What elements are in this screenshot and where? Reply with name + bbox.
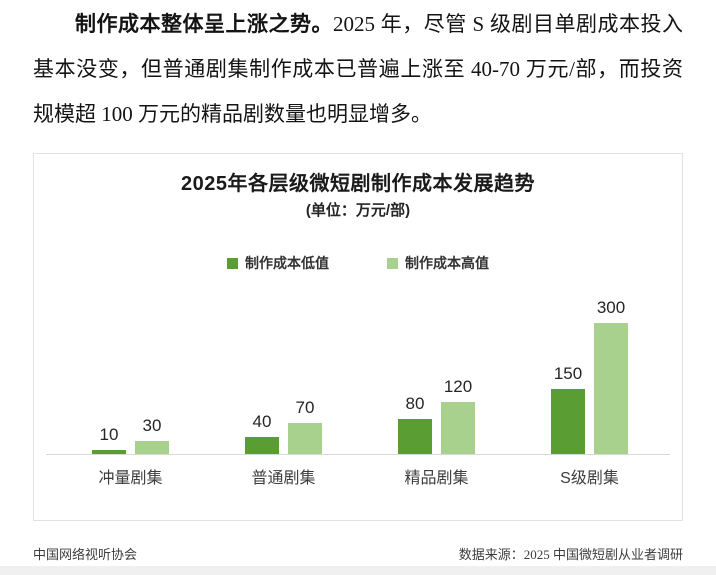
category-label: 冲量剧集 (98, 470, 163, 487)
paragraph-body-text: 2025 年，尽管 S 级剧目单剧成本投入基本没变，但普通剧集制作成本已普遍上涨… (33, 12, 683, 126)
bar-high (441, 401, 475, 454)
bar-group: 150 300 S级剧集 (551, 298, 628, 487)
x-axis-line (46, 454, 670, 455)
legend-item-low: 制作成本低值 (227, 253, 329, 273)
category-label: 普通剧集 (251, 470, 316, 487)
legend-item-high: 制作成本高值 (387, 253, 489, 273)
bar-group: 10 30 冲量剧集 (92, 416, 169, 487)
chart-legend: 制作成本低值 制作成本高值 (34, 253, 682, 273)
bar-low (551, 388, 585, 454)
bar-value-label: 40 (252, 411, 272, 431)
bar-low (245, 436, 279, 454)
bar-column-low: 10 (92, 425, 126, 454)
bar-group: 40 70 普通剧集 (245, 398, 322, 487)
chart-subtitle: (单位：万元/部) (305, 202, 411, 219)
category-label: S级剧集 (560, 470, 619, 487)
paragraph-bold-lead: 制作成本整体呈上涨之势。 (75, 12, 334, 36)
chart-title: 2025年各层级微短剧制作成本发展趋势 (181, 173, 535, 195)
bar-high (135, 440, 169, 454)
plot-area: 10 30 冲量剧集 40 70 普通剧集 80 120 精品剧集 150 300 S级剧集 (34, 154, 682, 487)
bar-pair: 10 30 (92, 416, 169, 454)
body-paragraph: 制作成本整体呈上涨之势。2025 年，尽管 S 级剧目单剧成本投入基本没变，但普… (33, 2, 683, 137)
bar-column-high: 30 (135, 416, 169, 454)
bar-low (398, 419, 432, 454)
page-footer: 中国网络视听协会 数据来源：2025 中国微短剧从业者调研 (33, 544, 683, 563)
footer-data-source: 数据来源：2025 中国微短剧从业者调研 (458, 547, 683, 562)
bar-group: 80 120 精品剧集 (398, 377, 475, 487)
bar-column-high: 70 (288, 398, 322, 454)
bar-pair: 80 120 (398, 377, 475, 454)
bar-column-low: 80 (398, 394, 432, 454)
bar-value-label: 80 (405, 394, 425, 414)
chart-card: 2025年各层级微短剧制作成本发展趋势 (单位：万元/部) 制作成本低值 制作成… (33, 153, 683, 521)
bar-pair: 150 300 (551, 298, 628, 454)
bar-value-label: 120 (443, 376, 473, 396)
bar-high (594, 323, 628, 454)
bar-value-label: 30 (142, 415, 162, 435)
bar-column-high: 120 (441, 377, 475, 454)
legend-label-high: 制作成本高值 (405, 255, 489, 271)
bar-column-high: 300 (594, 298, 628, 454)
legend-swatch-low-icon (227, 257, 238, 269)
bar-value-label: 10 (99, 424, 119, 444)
page-bottom-edge (0, 566, 716, 575)
bar-low (92, 449, 126, 454)
bar-value-label: 150 (553, 363, 583, 383)
bar-column-low: 40 (245, 411, 279, 454)
bar-value-label: 70 (295, 398, 315, 418)
category-label: 精品剧集 (404, 470, 469, 487)
legend-swatch-high-icon (387, 257, 398, 269)
bar-high (288, 423, 322, 454)
footer-organization: 中国网络视听协会 (33, 547, 138, 562)
bar-pair: 40 70 (245, 398, 322, 454)
bar-value-label: 300 (596, 298, 626, 317)
legend-label-low: 制作成本低值 (245, 255, 329, 271)
bar-column-low: 150 (551, 363, 585, 454)
